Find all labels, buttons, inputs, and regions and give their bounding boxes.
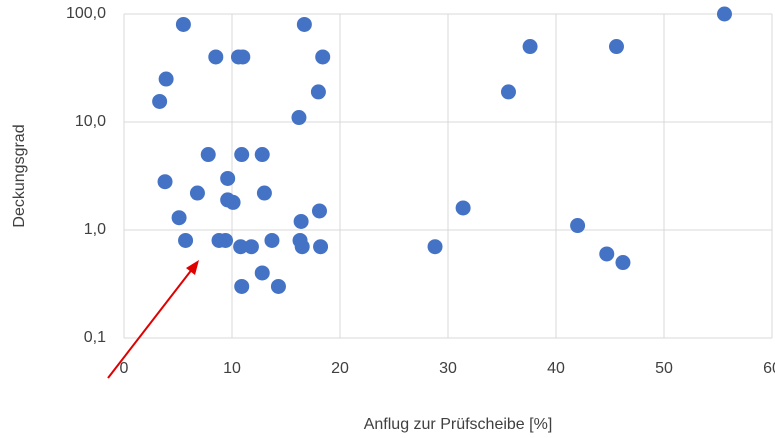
point [208, 49, 224, 65]
point [218, 232, 234, 248]
point [570, 218, 586, 234]
y-tick-label: 0,1 [84, 329, 106, 346]
point [500, 84, 516, 100]
x-tick-label: 10 [223, 360, 241, 377]
point [234, 278, 250, 294]
point [599, 246, 615, 262]
point [233, 239, 249, 255]
point [225, 194, 241, 210]
point [189, 185, 205, 201]
point [178, 232, 194, 248]
point [291, 110, 307, 126]
point [235, 49, 251, 65]
point [608, 39, 624, 55]
point [313, 239, 329, 255]
x-tick-label: 40 [547, 360, 565, 377]
y-tick-label: 1,0 [84, 221, 106, 238]
y-axis-title: Deckungsgrad [11, 124, 28, 227]
x-axis-title: Anflug zur Prüfscheibe [%] [364, 416, 553, 433]
point [310, 84, 326, 100]
point [157, 174, 173, 190]
point [427, 239, 443, 255]
point [152, 93, 168, 109]
point [615, 255, 631, 271]
x-tick-label: 30 [439, 360, 457, 377]
point [315, 49, 331, 65]
point [294, 239, 310, 255]
point [716, 6, 732, 22]
point [254, 265, 270, 281]
x-tick-label: 20 [331, 360, 349, 377]
point [254, 147, 270, 163]
point [311, 203, 327, 219]
point [264, 232, 280, 248]
arrow [107, 260, 199, 379]
point [243, 239, 259, 255]
x-tick-label: 0 [120, 360, 129, 377]
point [200, 147, 216, 163]
point [296, 16, 312, 32]
point [158, 71, 174, 87]
point [256, 185, 272, 201]
y-tick-label: 10,0 [75, 113, 106, 130]
point [220, 170, 236, 186]
point [171, 210, 187, 226]
point [522, 39, 538, 55]
point [293, 213, 309, 229]
point [234, 147, 250, 163]
point [270, 278, 286, 294]
y-tick-label: 100,0 [66, 5, 106, 22]
point [175, 16, 191, 32]
x-tick-label: 50 [655, 360, 673, 377]
point [455, 200, 471, 216]
x-tick-label: 60 [763, 360, 775, 377]
